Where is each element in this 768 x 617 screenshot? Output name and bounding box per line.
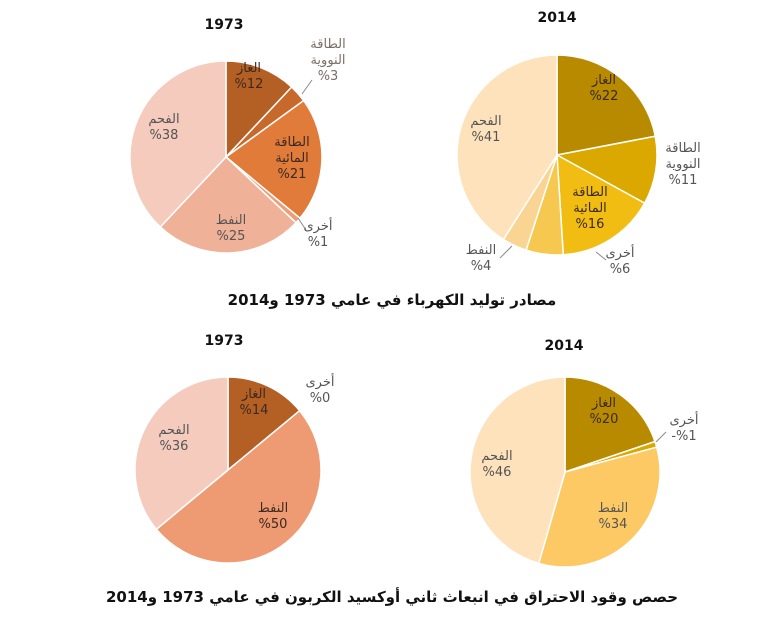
chart-year-title: 2014 bbox=[545, 338, 584, 354]
section-title-emissions: حصص وقود الاحتراق في انبعاث ثاني أوكسيد … bbox=[106, 587, 678, 606]
pie-slice bbox=[227, 376, 301, 472]
slice-label: النفط %4 bbox=[466, 243, 496, 274]
slice-label: أخرى %6 bbox=[606, 244, 635, 277]
slice-label: الطاقة النووية %11 bbox=[665, 141, 700, 188]
slice-label: الغاز %14 bbox=[240, 387, 269, 418]
chart-year-title: 1973 bbox=[205, 17, 244, 33]
slice-label: النفط %50 bbox=[258, 501, 288, 532]
slice-label: أخرى %1 bbox=[304, 217, 333, 250]
pie-slice bbox=[159, 155, 298, 254]
pie-slice bbox=[456, 54, 558, 241]
pie-slice bbox=[537, 446, 661, 568]
pie-electricity-1973: الغاز %12 الطاقة النووية %3 الطاقة المائية %21 أ… bbox=[129, 37, 346, 254]
slice-label: الغاز %12 bbox=[235, 61, 264, 92]
slice-label: النفط %34 bbox=[598, 501, 628, 532]
slice-label: النفط %25 bbox=[216, 213, 246, 244]
leader-line bbox=[655, 431, 667, 443]
pie-slice bbox=[556, 54, 657, 156]
pie-slice bbox=[224, 99, 323, 220]
pie-emissions-2014: الغاز %20 أخرى -%1 النفط %34 الفحم %46 bbox=[469, 376, 699, 568]
pie-slice bbox=[564, 376, 656, 474]
leader-line bbox=[297, 217, 307, 231]
chart-year-title: 1973 bbox=[205, 333, 244, 349]
pie-electricity-2014: الغاز %22 الطاقة النووية %11 الطاقة المائية %16… bbox=[456, 54, 701, 277]
slice-label: الفحم %41 bbox=[470, 114, 501, 145]
pie-slice bbox=[225, 60, 293, 159]
pie-slice bbox=[134, 376, 229, 531]
pie-emissions-1973: الغاز %14 أخرى %0 النفط %50 الفحم %36 bbox=[134, 373, 335, 564]
slice-label: الطاقة النووية %3 bbox=[310, 37, 345, 84]
slice-label: الغاز %20 bbox=[590, 396, 619, 427]
chart-year-title: 2014 bbox=[538, 10, 577, 26]
pie-slice bbox=[155, 409, 322, 564]
pie-slice bbox=[129, 60, 227, 229]
pie-slice bbox=[554, 135, 658, 205]
pie-slice bbox=[556, 153, 646, 256]
slice-label: أخرى -%1 bbox=[670, 411, 699, 444]
pie-slice bbox=[469, 376, 566, 565]
slice-label: الطاقة المائية %16 bbox=[572, 185, 607, 232]
leader-line bbox=[595, 251, 607, 261]
leader-line bbox=[301, 79, 313, 95]
slice-label: الغاز %22 bbox=[590, 73, 619, 104]
slice-label: الفحم %46 bbox=[481, 449, 512, 480]
slice-label: أخرى %0 bbox=[306, 373, 335, 406]
leader-line bbox=[499, 245, 513, 259]
slice-label: الفحم %36 bbox=[158, 423, 189, 454]
slice-label: الطاقة المائية %21 bbox=[274, 135, 309, 182]
section-title-electricity: مصادر توليد الكهرباء في عامي 1973 و2014 bbox=[228, 291, 557, 309]
slice-label: الفحم %38 bbox=[148, 112, 179, 143]
